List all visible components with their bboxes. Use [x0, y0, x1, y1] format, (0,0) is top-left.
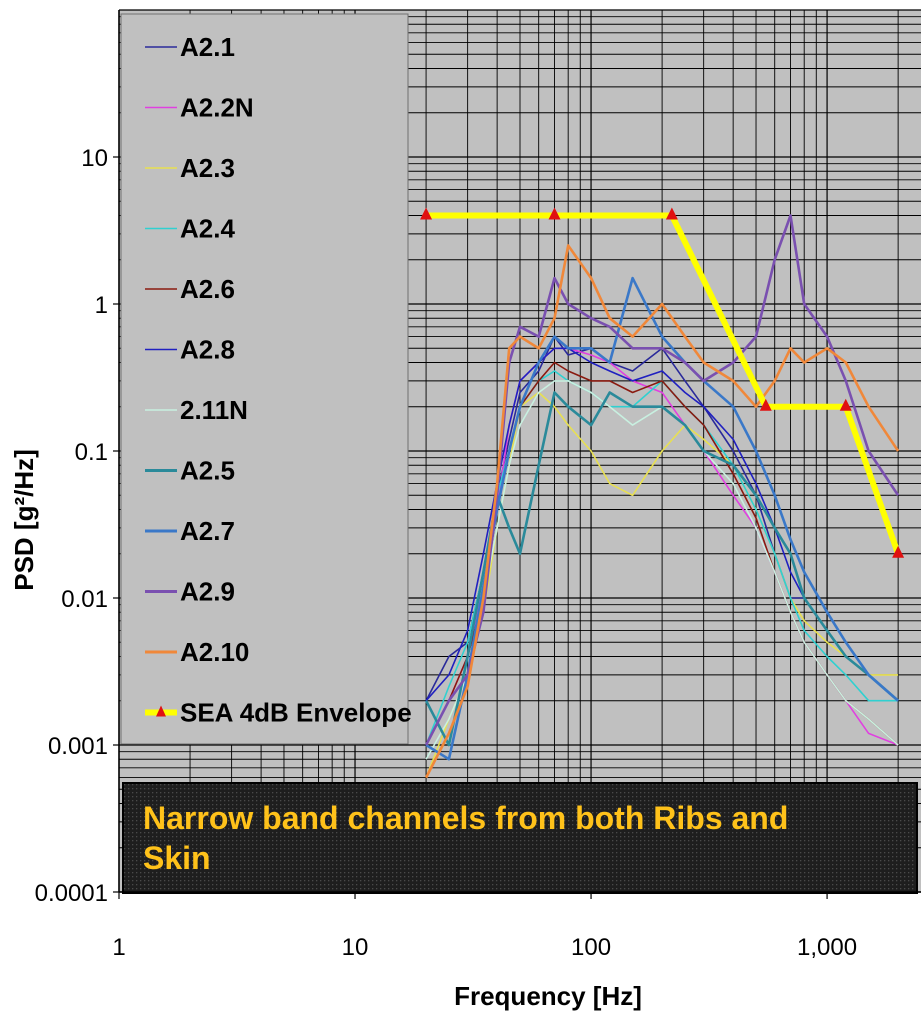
x-axis-title: Frequency [Hz]	[454, 981, 642, 1011]
legend-marker	[156, 705, 166, 717]
y-tick-label: 0.1	[75, 439, 108, 466]
y-tick-label: 10	[81, 145, 108, 172]
y-tick-label: 1	[95, 292, 108, 319]
series-line-a2-9	[424, 214, 900, 746]
legend-label-sea-4db-envelope: SEA 4dB Envelope	[180, 698, 412, 728]
series-line-2-11n	[425, 380, 899, 760]
legend-label-a2-9: A2.9	[180, 577, 235, 607]
y-axis-ticks: 0.0001 0.001 0.01 0.1 1 10	[35, 145, 119, 907]
legend-label-a2-4: A2.4	[180, 214, 235, 244]
y-tick-label: 0.01	[61, 586, 108, 613]
legend-label-a2-6: A2.6	[180, 274, 235, 304]
x-tick-label: 1	[112, 934, 125, 961]
y-tick-label: 0.0001	[35, 880, 108, 907]
annotation-text: Narrow band channels from both Ribs and …	[143, 800, 797, 876]
legend-box	[120, 13, 409, 745]
annotation-line-1: Narrow band channels from both Ribs and	[143, 800, 788, 836]
annotation-line-2: Skin	[143, 840, 211, 876]
envelope-marker	[892, 545, 905, 558]
legend-label-a2-1: A2.1	[180, 32, 235, 62]
envelope-line	[420, 207, 905, 558]
x-tick-label: 1,000	[797, 934, 857, 961]
legend-label-a2-10: A2.10	[180, 637, 249, 667]
series-line-a2-10	[424, 244, 900, 779]
legend-label-a2-8: A2.8	[180, 335, 235, 365]
legend-label-2-11n: 2.11N	[180, 395, 248, 425]
envelope-marker	[548, 207, 561, 220]
legend-label-a2-3: A2.3	[180, 153, 235, 183]
y-axis-title: PSD [g²/Hz]	[9, 449, 39, 591]
legend-label-a2-5: A2.5	[180, 456, 235, 486]
series-lines	[424, 214, 900, 779]
envelope-marker	[839, 398, 852, 411]
envelope-marker	[759, 398, 772, 411]
series-line-sea-4db-envelope	[426, 212, 901, 555]
x-tick-label: 10	[342, 934, 369, 961]
legend-label-a2-7: A2.7	[180, 516, 235, 546]
x-axis-ticks: 1 10 100 1,000	[112, 892, 857, 961]
envelope-marker	[420, 207, 433, 220]
series-line-a2-7	[425, 276, 899, 761]
legend-label-a2-2n: A2.2N	[180, 93, 254, 123]
x-tick-label: 100	[571, 934, 611, 961]
y-tick-label: 0.001	[48, 733, 108, 760]
envelope-marker	[665, 207, 678, 220]
legend: A2.1 A2.2N A2.3 A2.4 A2.6 A2.8 2.11N A2.5 A2.7 A2…	[120, 13, 412, 745]
annotation-box: Narrow band channels from both Ribs and …	[122, 782, 918, 894]
